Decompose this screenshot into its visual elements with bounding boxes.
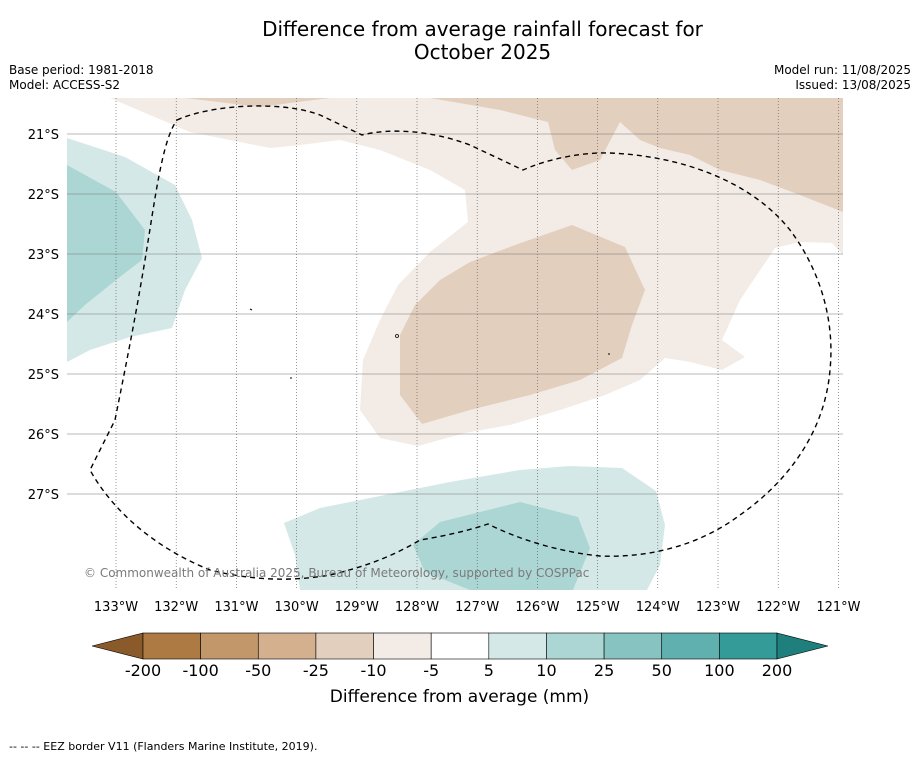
- lat-tick-label: 23°S: [28, 248, 59, 263]
- colorbar-segment: [373, 632, 432, 660]
- colorbar-segment: [546, 632, 605, 660]
- lon-tick-label: 125°W: [576, 600, 620, 615]
- lon-tick-label: 121°W: [816, 600, 860, 615]
- lat-tick-label: 22°S: [28, 188, 59, 203]
- map-title: Difference from average rainfall forecas…: [200, 18, 765, 64]
- lat-tick-label: 26°S: [28, 428, 59, 443]
- colorbar-extend-min: [91, 632, 144, 660]
- colorbar-tick-label: 200: [762, 661, 793, 680]
- lat-tick-label: 21°S: [28, 128, 59, 143]
- eez-legend: -- -- -- EEZ border V11 (Flanders Marine…: [9, 740, 318, 753]
- meta-right: Model run: 11/08/2025 Issued: 13/08/2025: [774, 63, 911, 93]
- colorbar-segment: [603, 632, 663, 660]
- colorbar: -200 -100 -50 -25 -10 -5 5 10 25 50 100 200: [91, 632, 829, 680]
- issued-date: Issued: 13/08/2025: [795, 78, 911, 92]
- colorbar-segment: [200, 632, 259, 660]
- colorbar-tick-label: -5: [423, 661, 439, 680]
- model-run: Model run: 11/08/2025: [773, 63, 911, 77]
- copyright-text: © Commonwealth of Australia 2025, Bureau…: [84, 566, 589, 580]
- model-name: Model: ACCESS-S2: [9, 78, 121, 92]
- colorbar-tick-label: -25: [303, 661, 329, 680]
- colorbar-segment: [142, 632, 201, 660]
- anomaly-region-wet-bottom: [413, 502, 590, 590]
- colorbar-tick-label: 10: [536, 661, 556, 680]
- lon-tick-label: 132°W: [154, 600, 198, 615]
- colorbar-tick-label: -50: [245, 661, 271, 680]
- base-period: Base period: 1981-2018: [9, 63, 154, 77]
- colorbar-tick-label: 50: [652, 661, 672, 680]
- colorbar-segment: [661, 632, 720, 660]
- colorbar-segment: [315, 632, 374, 660]
- colorbar-tick-label: 25: [594, 661, 614, 680]
- lon-tick-label: 128°W: [395, 600, 439, 615]
- eez-border: [89, 105, 832, 580]
- lon-tick-label: 127°W: [455, 600, 499, 615]
- longitude-ticks: 133°W 132°W 131°W 130°W 129°W 128°W 127°W 126°W…: [94, 600, 861, 615]
- colorbar-tick-label: -100: [182, 661, 218, 680]
- title-line-2: October 2025: [413, 40, 552, 64]
- lon-tick-label: 124°W: [636, 600, 680, 615]
- anomaly-region-dry-top: [430, 98, 843, 212]
- anomaly-region-wet-left: [67, 165, 145, 322]
- anomaly-region-dry-top-strip: [185, 98, 330, 107]
- lon-tick-label: 126°W: [515, 600, 559, 615]
- lon-tick-label: 130°W: [275, 600, 319, 615]
- lat-tick-label: 24°S: [28, 308, 59, 323]
- lon-tick-label: 131°W: [214, 600, 258, 615]
- colorbar-label: Difference from average (mm): [329, 687, 590, 707]
- meta-left: Base period: 1981-2018 Model: ACCESS-S2: [9, 63, 154, 93]
- title-line-1: Difference from average rainfall forecas…: [262, 17, 703, 41]
- colorbar-tick-label: 100: [704, 661, 735, 680]
- lat-tick-label: 27°S: [28, 488, 59, 503]
- graticule: [67, 98, 843, 590]
- colorbar-extend-max: [776, 632, 829, 660]
- colorbar-segment: [430, 632, 490, 660]
- colorbar-tick-label: -10: [360, 661, 386, 680]
- lon-tick-label: 122°W: [756, 600, 800, 615]
- lon-tick-label: 129°W: [335, 600, 379, 615]
- lon-tick-label: 123°W: [696, 600, 740, 615]
- colorbar-tick-label: -200: [125, 661, 161, 680]
- colorbar-segment: [488, 632, 547, 660]
- latitude-ticks: 21°S 22°S 23°S 24°S 25°S 26°S 27°S: [28, 128, 59, 503]
- colorbar-segment: [719, 632, 778, 660]
- map-area: © Commonwealth of Australia 2025, Bureau…: [67, 98, 843, 590]
- lon-tick-label: 133°W: [94, 600, 138, 615]
- lat-tick-label: 25°S: [28, 368, 59, 383]
- colorbar-segment: [257, 632, 317, 660]
- colorbar-tick-label: 5: [484, 661, 494, 680]
